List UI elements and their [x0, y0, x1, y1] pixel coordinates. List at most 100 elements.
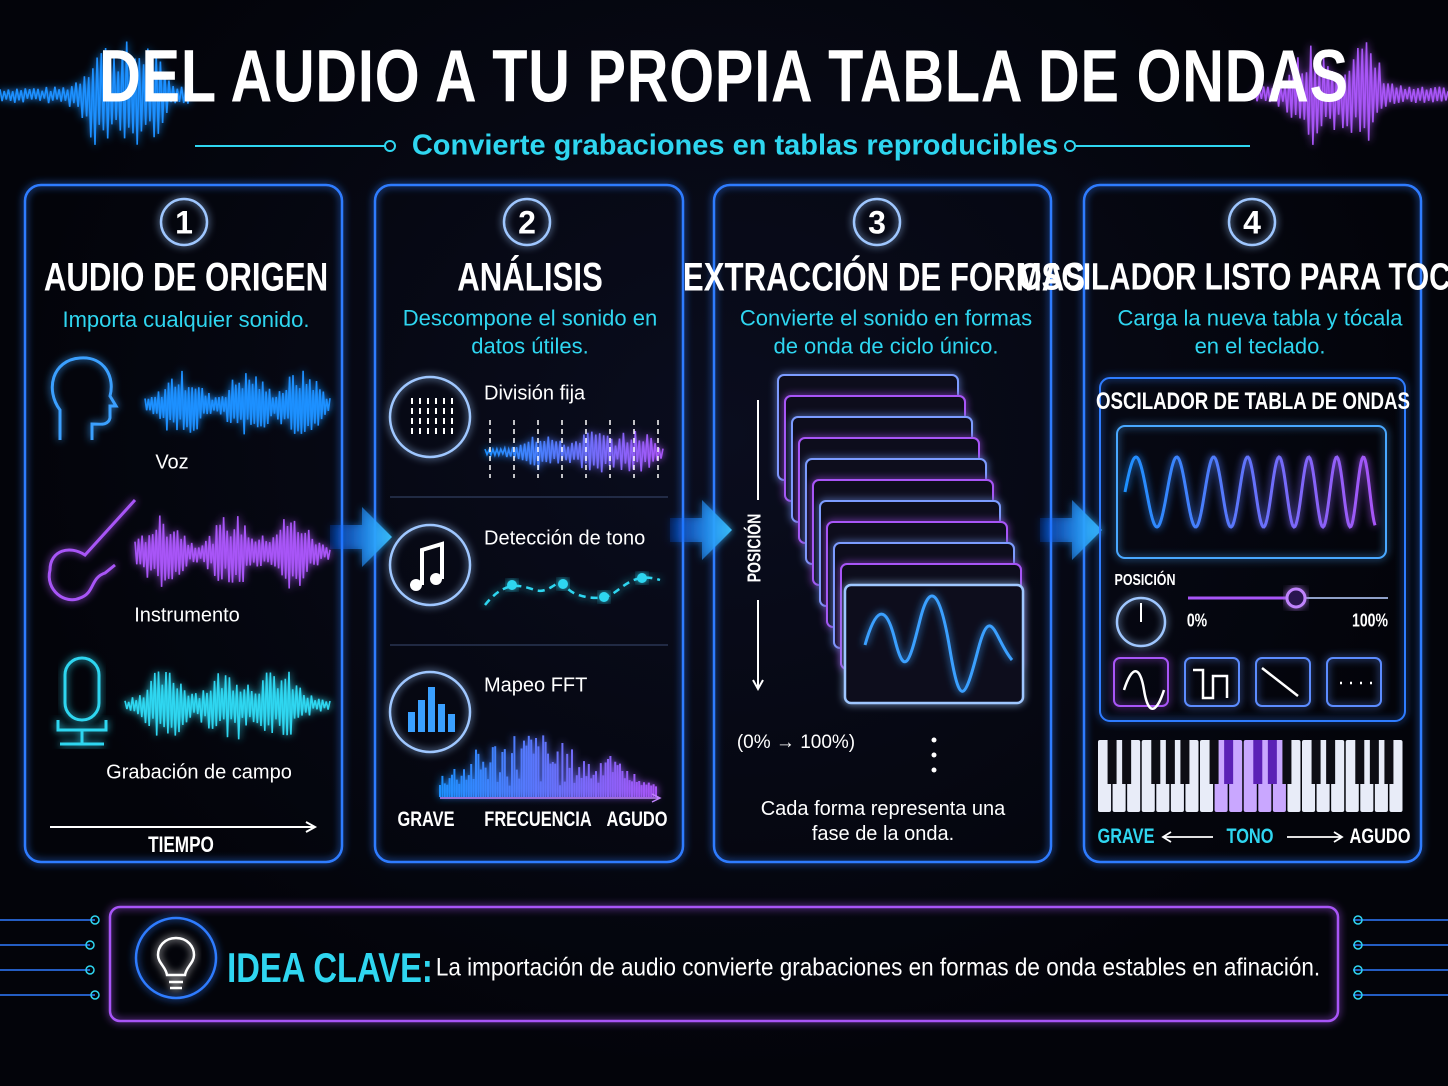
icon-guitar — [47, 498, 137, 602]
step-title: AUDIO DE ORIGEN — [43, 255, 329, 300]
item-label: Instrumento — [134, 604, 240, 627]
circuit-node — [1353, 915, 1363, 925]
black-key — [1180, 740, 1190, 784]
pitch-point — [599, 592, 609, 602]
circuit-node — [1353, 965, 1363, 975]
pitch-arrow — [1161, 831, 1344, 843]
step-description: Importa cualquier sonido. — [62, 307, 310, 332]
black-key — [1267, 740, 1277, 784]
icon-bar — [438, 704, 445, 732]
black-key — [1224, 740, 1234, 784]
circuit-node — [1353, 990, 1363, 1000]
single-cycle — [863, 594, 1014, 693]
number-badge — [159, 197, 209, 247]
waveform — [484, 431, 664, 473]
key-idea-bar — [108, 905, 1340, 1023]
item-label: División fija — [484, 382, 586, 405]
icon-bar — [448, 714, 455, 732]
icon-note-head — [410, 579, 422, 591]
circuit-node — [1353, 940, 1363, 950]
icon-bar — [408, 712, 415, 732]
step-panel — [23, 183, 344, 864]
black-key — [1326, 740, 1336, 784]
icon-bar — [428, 687, 435, 732]
circuit-node — [90, 915, 100, 925]
caption: Cada forma representa una fase de la ond… — [760, 798, 1006, 845]
icon-voice — [50, 356, 119, 440]
flow-arrow — [670, 500, 732, 560]
more-dot — [931, 752, 937, 758]
circuit-node — [85, 965, 95, 975]
circuit-node — [85, 940, 95, 950]
wave-button[interactable] — [1326, 657, 1382, 707]
spectrum — [439, 735, 657, 797]
black-key — [1151, 740, 1161, 784]
black-key — [1209, 740, 1219, 784]
position-knob — [1115, 596, 1167, 648]
bulb-ring — [134, 916, 218, 1000]
wave-button[interactable] — [1184, 657, 1240, 707]
icon-bar — [418, 700, 425, 732]
more-dot — [931, 737, 937, 743]
black-key — [1384, 740, 1394, 784]
wave-button[interactable] — [1255, 657, 1311, 707]
freq-axis — [440, 793, 662, 803]
step-description: Convierte el sonido en formas de onda de… — [739, 305, 1033, 359]
bulb — [156, 936, 196, 990]
step-description: Carga la nueva tabla y tócala en el tecl… — [1117, 305, 1403, 359]
slider-min: 0% — [1186, 610, 1208, 631]
keyboard-label: AGUDO — [1349, 825, 1411, 848]
key-idea-label: IDEA CLAVE: — [227, 944, 433, 991]
axis-label: GRAVE — [397, 808, 455, 831]
flow-arrow — [330, 507, 392, 567]
axis-label: AGUDO — [606, 808, 668, 831]
keyboard-label: TONO — [1226, 825, 1274, 848]
number-badge — [852, 197, 902, 247]
item-label: Grabación de campo — [106, 761, 292, 784]
waveform — [144, 370, 331, 435]
wave-frame-front — [843, 583, 1025, 705]
black-key — [1282, 740, 1292, 784]
number-badge — [502, 197, 552, 247]
wave-button[interactable] — [1113, 657, 1169, 707]
icon-note — [420, 541, 444, 585]
item-label: Detección de tono — [484, 527, 646, 550]
osc-panel — [1099, 377, 1406, 722]
icon-mic-stand — [56, 720, 108, 746]
number-badge — [1227, 197, 1277, 247]
waveform — [134, 515, 331, 589]
position-label: POSICIÓN — [1114, 572, 1176, 589]
black-key — [1311, 740, 1321, 784]
pitch-point — [637, 573, 647, 583]
wave-icon — [1122, 670, 1166, 710]
range-label: (0% → 100%) — [736, 732, 856, 753]
time-arrow — [50, 821, 318, 833]
icon-note-head — [430, 573, 442, 585]
step-title: OSCILADOR LISTO PARA TOCAR — [1018, 256, 1448, 299]
analysis-icon — [388, 670, 472, 754]
black-key — [1165, 740, 1175, 784]
waveform — [124, 671, 331, 740]
more-dot — [931, 767, 937, 773]
black-key — [1107, 740, 1117, 784]
pitch-point — [507, 580, 517, 590]
flow-arrow — [1040, 500, 1102, 560]
wave-icon — [1261, 667, 1299, 697]
black-key — [1369, 740, 1379, 784]
waveform — [0, 41, 191, 145]
circuit-node — [90, 990, 100, 1000]
position-arrow — [752, 400, 764, 692]
step-title: ANÁLISIS — [457, 255, 603, 300]
panel-title: OSCILADOR DE TABLA DE ONDAS — [1095, 388, 1411, 415]
title: DEL AUDIO A TU PROPIA TABLA DE ONDAS — [99, 34, 1349, 118]
rule-dot — [1064, 140, 1076, 152]
step-number: 1 — [175, 204, 193, 241]
analysis-icon — [388, 375, 472, 459]
step-description: Descompone el sonido en datos útiles. — [402, 305, 658, 359]
step-title: EXTRACCIÓN DE FORMAS — [682, 255, 1086, 300]
item-label: Voz — [155, 451, 189, 474]
rule-dot — [384, 140, 396, 152]
waveform — [1254, 42, 1448, 145]
keyboard-label: GRAVE — [1097, 825, 1155, 848]
